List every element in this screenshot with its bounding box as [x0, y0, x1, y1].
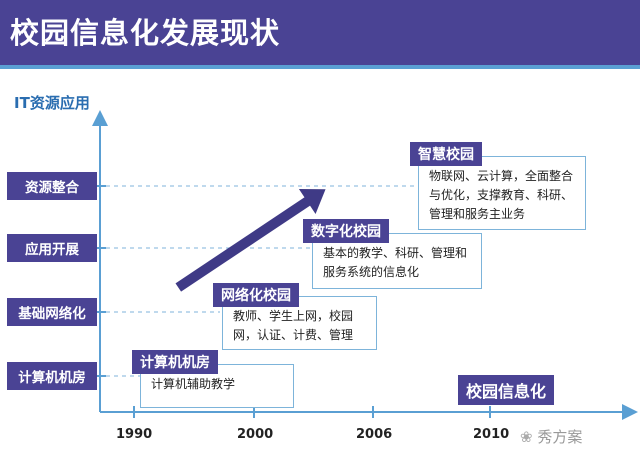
page-title: 校园信息化发展现状	[10, 16, 281, 50]
x-tick-2000: 2000	[237, 427, 274, 442]
level-resource-integration: 资源整合	[7, 172, 97, 200]
level-application: 应用开展	[7, 234, 97, 262]
stage-computer-room-label: 计算机机房	[132, 350, 218, 374]
x-tick-1990: 1990	[116, 427, 153, 442]
growth-arrow	[175, 189, 326, 292]
wechat-icon: ❀	[520, 428, 533, 446]
stage-network-campus-label: 网络化校园	[213, 283, 299, 307]
level-base-network: 基础网络化	[7, 298, 97, 326]
level-computer-room: 计算机机房	[7, 362, 97, 390]
x-tick-2006: 2006	[356, 427, 393, 442]
campus-informatization-tag: 校园信息化	[458, 375, 555, 405]
stage-digital-campus-label: 数字化校园	[303, 219, 389, 243]
header-bar: 校园信息化发展现状	[0, 0, 640, 69]
header-accent-strip	[0, 65, 640, 69]
stage-smart-campus-label: 智慧校园	[410, 142, 482, 166]
y-axis-label: IT资源应用	[14, 94, 90, 112]
stage-smart-campus-desc: 物联网、云计算，全面整合与优化，支撑教育、科研、管理和服务主业务	[418, 156, 586, 230]
x-tick-2010: 2010	[473, 427, 510, 442]
watermark: ❀ 秀方案	[520, 428, 583, 446]
